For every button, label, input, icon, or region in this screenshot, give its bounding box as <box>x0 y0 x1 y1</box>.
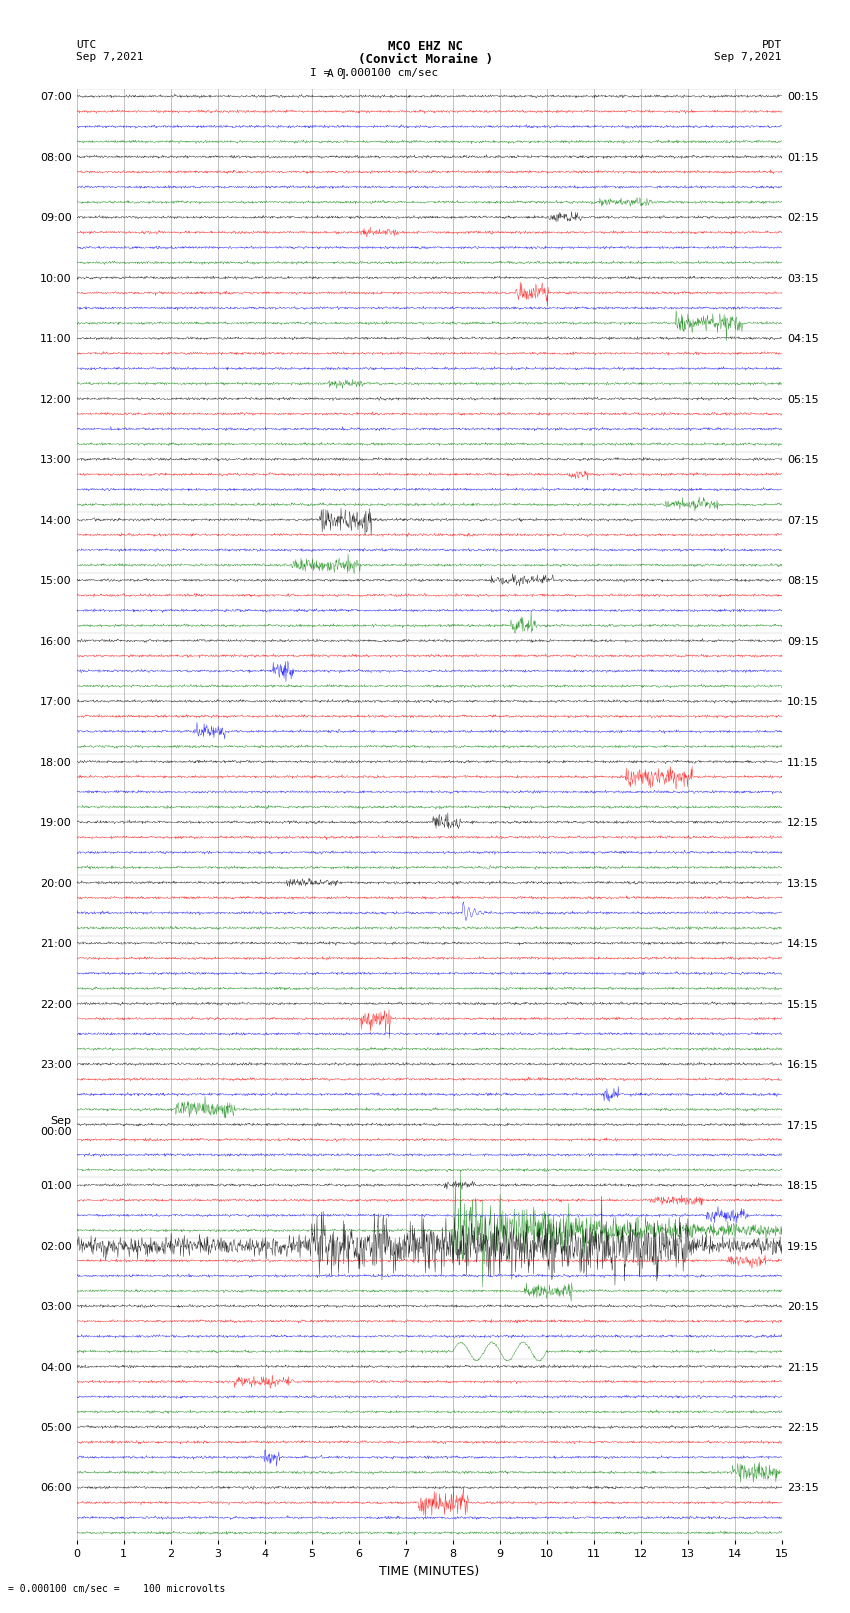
Text: = 0.000100 cm/sec =    100 microvolts: = 0.000100 cm/sec = 100 microvolts <box>8 1584 226 1594</box>
X-axis label: TIME (MINUTES): TIME (MINUTES) <box>379 1565 479 1578</box>
Text: I = 0.000100 cm/sec: I = 0.000100 cm/sec <box>310 68 438 77</box>
Text: PDT: PDT <box>762 40 782 50</box>
Text: MCO EHZ NC: MCO EHZ NC <box>388 40 462 53</box>
Text: A ]: A ] <box>327 68 348 77</box>
Text: Sep 7,2021: Sep 7,2021 <box>715 52 782 61</box>
Text: (Convict Moraine ): (Convict Moraine ) <box>358 53 492 66</box>
Text: UTC: UTC <box>76 40 97 50</box>
Text: Sep 7,2021: Sep 7,2021 <box>76 52 144 61</box>
